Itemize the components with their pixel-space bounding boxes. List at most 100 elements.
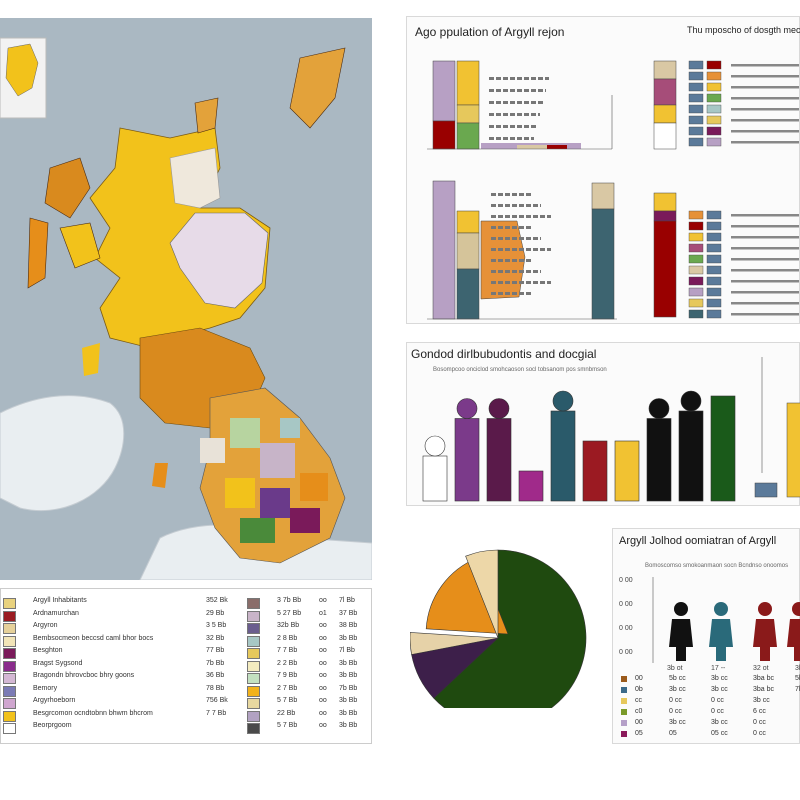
legend-text-line xyxy=(731,247,799,250)
age-upper-legend xyxy=(688,60,799,147)
legend-label: Beorprgoom xyxy=(33,722,72,729)
row-swatch xyxy=(621,731,627,737)
legend-swatch xyxy=(688,60,704,70)
person-icon xyxy=(669,619,693,661)
legend-label: Argyron xyxy=(33,622,58,629)
legend-value: 3b Bb xyxy=(339,634,358,642)
legend-swatch xyxy=(3,610,16,622)
bar-seg xyxy=(547,145,567,149)
bar-seg xyxy=(456,210,480,234)
legend-value: oo xyxy=(319,634,327,642)
pie-slice xyxy=(409,632,499,655)
legend-swatch xyxy=(706,243,722,253)
legend-label: Argyrhoeborn xyxy=(33,697,76,704)
argyll-figures xyxy=(652,577,800,663)
legend-value: 7b Bb xyxy=(339,684,358,692)
map-patch xyxy=(260,443,295,478)
legend-text-line xyxy=(731,86,799,89)
gender-bar-head xyxy=(424,435,446,457)
gender-bar xyxy=(582,440,608,502)
map-island-west xyxy=(44,157,91,219)
legend-swatch xyxy=(706,265,722,275)
legend-value: 3b Bb xyxy=(339,722,358,729)
map-island-small xyxy=(152,463,168,488)
legend-swatch xyxy=(3,623,16,634)
legend-swatch xyxy=(688,93,704,103)
argyll-panel-subtitle: Bomoscomso smokoanmaon socn Bcndnso onoo… xyxy=(645,563,789,569)
legend-swatch xyxy=(706,115,722,125)
pie-panel xyxy=(409,548,600,727)
annotation-line xyxy=(491,215,551,218)
legend-value: 352 Bk xyxy=(206,597,228,604)
map-island-ne xyxy=(289,47,346,129)
legend-value: 2 8 Bb xyxy=(277,634,298,642)
region-map[interactable] xyxy=(0,18,373,581)
map-island-west-3 xyxy=(82,343,100,376)
table-header: 3b xyxy=(795,665,800,672)
gender-panel-title: Gondod dirlbubudontis and docgial xyxy=(411,347,597,361)
legend-swatch xyxy=(706,137,722,147)
legend-text-line xyxy=(731,280,799,283)
age-lower-legend xyxy=(688,210,799,319)
legend-swatch xyxy=(688,298,704,308)
legend-swatch xyxy=(3,635,16,647)
annotation-line xyxy=(491,226,531,229)
legend-label: Ardnamurchan xyxy=(33,609,79,617)
map-patch xyxy=(280,418,300,438)
legend-text-line xyxy=(731,97,799,100)
legend-row: Argyll Inhabitants 352 Bk 3 7b Bb oo 7l Bb xyxy=(1,597,373,609)
legend-value: 37 Bb xyxy=(339,609,358,617)
legend-text-line xyxy=(731,108,799,111)
gender-bar xyxy=(550,410,576,502)
annotation-line xyxy=(491,281,551,284)
legend-text-line xyxy=(731,75,799,78)
legend-row: Ardnamurchan 29 Bb 5 27 Bb o1 37 Bb xyxy=(1,609,373,622)
legend-swatch xyxy=(706,71,722,81)
map-inset-shape xyxy=(5,43,39,97)
map-patch xyxy=(230,418,260,448)
table-cell: 0 cc xyxy=(711,708,724,715)
table-cell: 7b xyxy=(795,686,800,693)
bar-seg xyxy=(432,60,456,122)
annotation-line xyxy=(491,292,531,295)
legend-text-line xyxy=(731,225,799,228)
gender-chart[interactable] xyxy=(407,343,800,507)
map-island-west-2 xyxy=(59,222,101,269)
gender-bars xyxy=(422,390,736,502)
table-header: 17 -- xyxy=(711,665,726,672)
legend-text-line xyxy=(731,64,799,67)
bar-seg xyxy=(456,104,480,124)
legend-value: 29 Bb xyxy=(206,609,225,617)
legend-swatch xyxy=(247,723,260,734)
legend-swatch xyxy=(3,685,16,697)
legend-swatch xyxy=(688,309,704,319)
axis-tick-label: 0 00 xyxy=(619,625,633,632)
bar-seg xyxy=(653,78,677,106)
age-chart[interactable] xyxy=(407,17,800,325)
bar-seg xyxy=(786,402,800,498)
table-cell: 6 cc xyxy=(753,708,766,715)
gender-bar xyxy=(678,410,704,502)
bar-seg xyxy=(456,232,480,270)
person-icon xyxy=(753,619,777,661)
table-cell: 0 cc xyxy=(669,708,682,715)
map-patch xyxy=(225,478,255,508)
gender-bar xyxy=(518,470,544,502)
table-cell: 3b cc xyxy=(669,719,686,726)
bar-seg xyxy=(653,210,677,222)
legend-swatch xyxy=(3,698,16,709)
gender-bar-head xyxy=(456,398,478,419)
legend-row: Argyron 3 5 Bb 32b Bb oo 38 Bb xyxy=(1,622,373,634)
legend-label: Bembsocmeon beccsd caml bhor bocs xyxy=(33,634,154,642)
bar-seg xyxy=(653,60,677,80)
table-header: 3b ot xyxy=(667,665,683,672)
legend-swatch xyxy=(247,673,260,684)
age-lower-bars xyxy=(427,180,677,320)
row-swatch xyxy=(621,720,627,726)
legend-value: 3b Bb xyxy=(339,672,358,679)
legend-text-line xyxy=(731,236,799,239)
legend-value: 32b Bb xyxy=(277,622,300,629)
legend-swatch xyxy=(247,635,260,647)
pie-chart[interactable] xyxy=(409,548,600,727)
legend-value: 77 Bb xyxy=(206,647,225,654)
